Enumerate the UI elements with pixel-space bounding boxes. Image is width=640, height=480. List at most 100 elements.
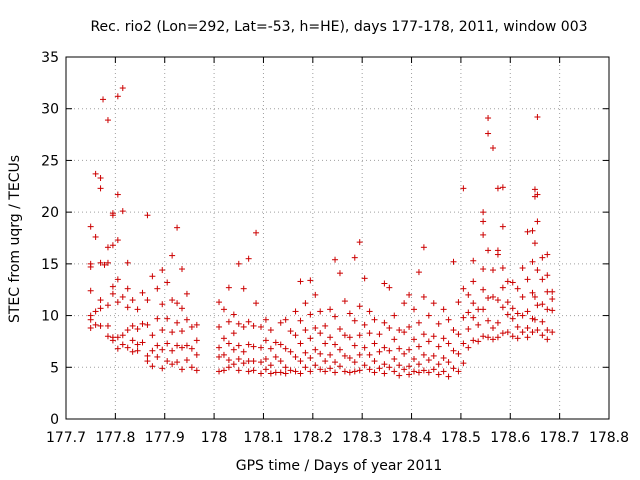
data-point xyxy=(87,324,94,331)
data-point xyxy=(307,354,314,361)
data-point xyxy=(104,117,111,124)
data-point xyxy=(509,333,516,340)
data-point xyxy=(262,356,269,363)
data-point xyxy=(134,347,141,354)
data-point xyxy=(104,333,111,340)
data-point xyxy=(193,337,200,344)
data-point xyxy=(154,342,161,349)
data-point xyxy=(445,373,452,380)
data-point xyxy=(139,289,146,296)
data-point xyxy=(92,170,99,177)
x-tick-label: 178.6 xyxy=(490,430,530,446)
data-point xyxy=(139,339,146,346)
data-point xyxy=(109,212,116,219)
data-point xyxy=(529,329,536,336)
data-point xyxy=(504,329,511,336)
data-point xyxy=(465,309,472,316)
data-point xyxy=(97,175,104,182)
x-tick-label: 177.8 xyxy=(95,430,135,446)
data-point xyxy=(391,356,398,363)
data-point xyxy=(327,334,334,341)
data-point xyxy=(396,372,403,379)
data-point xyxy=(174,300,181,307)
data-point xyxy=(262,316,269,323)
data-point xyxy=(531,240,538,247)
data-point xyxy=(351,317,358,324)
data-point xyxy=(179,266,186,273)
data-point xyxy=(267,345,274,352)
data-point xyxy=(460,340,467,347)
y-tick-label: 35 xyxy=(41,50,59,66)
data-point xyxy=(183,357,190,364)
chart-title: Rec. rio2 (Lon=292, Lat=-53, h=HE), days… xyxy=(90,19,587,35)
x-tick-label: 178.1 xyxy=(243,430,283,446)
data-point xyxy=(322,322,329,329)
data-point xyxy=(169,297,176,304)
data-point xyxy=(245,255,252,262)
data-point xyxy=(391,336,398,343)
data-point xyxy=(534,113,541,120)
data-point xyxy=(435,361,442,368)
y-tick-label: 25 xyxy=(41,153,59,169)
data-point xyxy=(336,346,343,353)
data-point xyxy=(149,332,156,339)
data-point xyxy=(514,335,521,342)
data-point xyxy=(109,290,116,297)
data-point xyxy=(119,332,126,339)
data-point xyxy=(499,304,506,311)
data-point xyxy=(420,244,427,251)
data-point xyxy=(104,322,111,329)
data-point xyxy=(144,212,151,219)
data-point xyxy=(381,344,388,351)
data-point xyxy=(420,351,427,358)
data-point xyxy=(411,368,418,375)
data-point xyxy=(519,293,526,300)
data-point xyxy=(519,312,526,319)
data-point xyxy=(92,321,99,328)
x-tick-label: 178.2 xyxy=(293,430,333,446)
data-point xyxy=(297,340,304,347)
data-point xyxy=(267,370,274,377)
data-point xyxy=(406,371,413,378)
data-point xyxy=(119,293,126,300)
data-point xyxy=(445,316,452,323)
data-point xyxy=(430,300,437,307)
data-point xyxy=(87,316,94,323)
data-point xyxy=(544,336,551,343)
data-point xyxy=(386,324,393,331)
data-point xyxy=(297,278,304,285)
data-point xyxy=(220,351,227,358)
data-point xyxy=(485,294,492,301)
data-point xyxy=(396,327,403,334)
data-point xyxy=(87,223,94,230)
data-point xyxy=(485,247,492,254)
data-point xyxy=(549,296,556,303)
data-point xyxy=(114,93,121,100)
data-point xyxy=(544,306,551,313)
data-point xyxy=(440,368,447,375)
data-point xyxy=(129,322,136,329)
data-point xyxy=(164,279,171,286)
data-point xyxy=(235,356,242,363)
data-point xyxy=(499,184,506,191)
y-tick-label: 10 xyxy=(41,309,59,325)
data-point xyxy=(159,327,166,334)
data-point xyxy=(509,315,516,322)
data-point xyxy=(129,297,136,304)
data-point xyxy=(529,258,536,265)
data-point xyxy=(411,336,418,343)
data-point xyxy=(292,308,299,315)
x-tick-label: 178.4 xyxy=(391,430,431,446)
data-point xyxy=(455,331,462,338)
data-point xyxy=(440,306,447,313)
data-point xyxy=(169,361,176,368)
data-point xyxy=(529,289,536,296)
data-point xyxy=(529,227,536,234)
data-point xyxy=(346,354,353,361)
data-point xyxy=(109,283,116,290)
data-point xyxy=(124,285,131,292)
data-point xyxy=(341,332,348,339)
data-point xyxy=(356,367,363,374)
data-point xyxy=(371,369,378,376)
data-point xyxy=(317,366,324,373)
